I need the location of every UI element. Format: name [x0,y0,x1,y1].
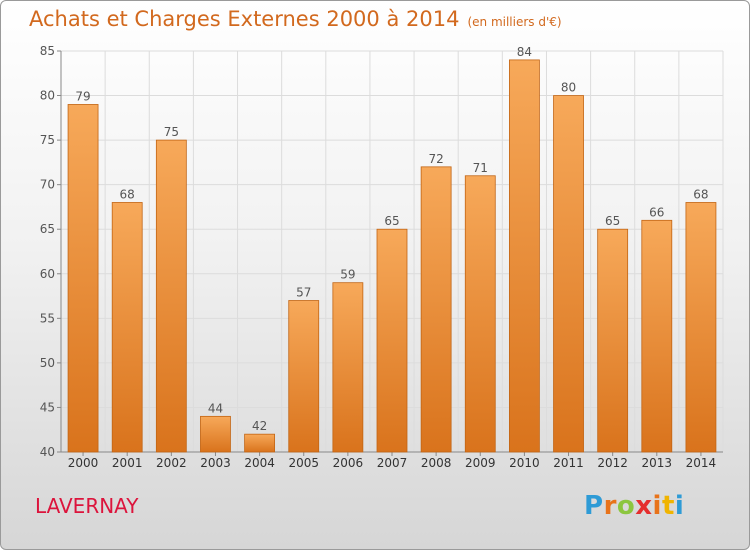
chart-title-text: Achats et Charges Externes 2000 à 2014 [29,7,460,31]
x-tick-label: 2004 [244,456,275,470]
bar [155,139,187,453]
bar-value-label: 44 [208,401,223,415]
bar-value-label: 59 [340,268,355,282]
x-tick-label: 2011 [553,456,584,470]
x-tick-label: 2005 [288,456,319,470]
x-tick-label: 2008 [421,456,452,470]
town-name: LAVERNAY [35,494,139,518]
bar-value-label: 42 [252,419,267,433]
logo-letter: t [661,491,675,521]
bar [641,219,673,453]
x-tick-label: 2001 [112,456,143,470]
bar [685,202,717,453]
logo-letter: i [652,491,662,521]
x-tick-label: 2006 [333,456,364,470]
bar [376,228,408,453]
bar-value-label: 75 [164,125,179,139]
bar-value-label: 65 [605,214,620,228]
bar-value-label: 80 [561,81,576,95]
bar-value-label: 68 [693,187,708,201]
bar-value-label: 71 [473,161,488,175]
chart-title: Achats et Charges Externes 2000 à 2014 (e… [29,7,562,31]
bar [67,104,99,453]
logo-letter: P [584,491,604,521]
logo-letter: r [603,491,617,521]
y-tick-label: 85 [40,44,55,58]
chart-unit: (en milliers d'€) [467,15,562,29]
y-tick-label: 70 [40,178,55,192]
bar [508,59,540,453]
bar [332,282,364,453]
proxiti-logo[interactable]: Proxiti [584,491,684,521]
x-tick-label: 2002 [156,456,187,470]
y-tick-label: 50 [40,356,55,370]
logo-letter: x [635,491,653,521]
x-tick-label: 2014 [686,456,717,470]
bar [420,166,452,453]
x-tick-label: 2003 [200,456,231,470]
y-tick-label: 80 [40,89,55,103]
bar [553,95,584,453]
bar-value-label: 79 [75,89,90,103]
x-tick-label: 2009 [465,456,496,470]
y-tick-label: 55 [40,311,55,325]
bar-value-label: 57 [296,286,311,300]
y-tick-label: 40 [40,445,55,459]
bar [464,175,496,453]
y-tick-label: 60 [40,267,55,281]
bar-value-label: 84 [517,45,532,59]
bar-value-label: 65 [384,214,399,228]
bar [111,202,143,453]
y-tick-label: 75 [40,133,55,147]
bar-value-label: 68 [120,187,135,201]
x-tick-label: 2012 [597,456,628,470]
bar-value-label: 66 [649,205,664,219]
x-tick-label: 2007 [377,456,408,470]
logo-letter: i [674,491,685,521]
x-tick-label: 2013 [642,456,673,470]
y-tick-label: 65 [40,222,55,236]
y-tick-label: 45 [40,400,55,414]
bar [244,433,276,453]
bar [288,300,320,453]
logo-letter: o [616,491,636,521]
bar-value-label: 72 [428,152,443,166]
bar [200,415,231,453]
x-tick-label: 2010 [509,456,540,470]
x-tick-label: 2000 [68,456,99,470]
bar [597,228,629,453]
